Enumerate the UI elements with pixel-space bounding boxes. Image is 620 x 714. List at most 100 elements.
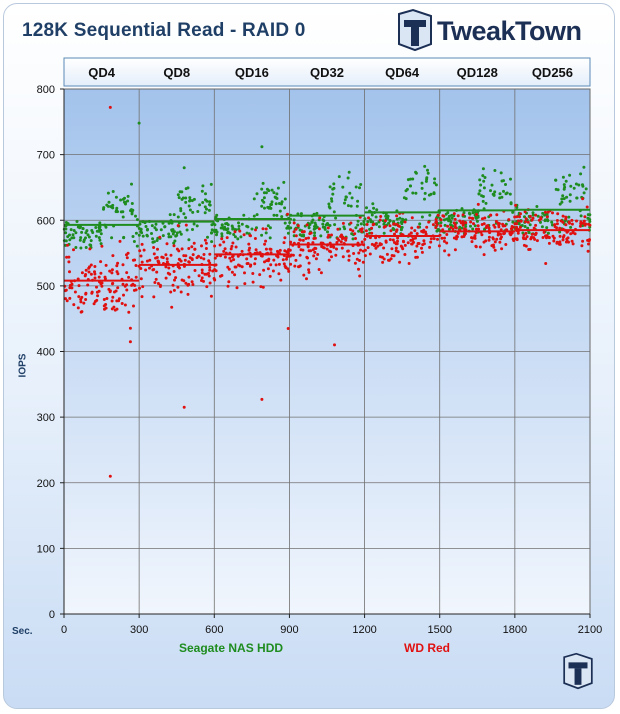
seagate-point	[151, 240, 155, 244]
wd-red-point	[125, 253, 128, 257]
seagate-point	[145, 233, 149, 237]
seagate-point	[134, 214, 137, 218]
wd-red-point	[317, 268, 321, 271]
seagate-point	[579, 172, 583, 176]
wd-red-point	[167, 266, 171, 270]
wd-red-point	[440, 236, 444, 240]
wd-red-point	[534, 213, 538, 217]
wd-red-point	[243, 271, 246, 275]
wd-red-point	[307, 249, 311, 253]
seagate-point	[536, 214, 540, 218]
wd-red-point	[113, 290, 116, 294]
wd-red-point	[464, 228, 468, 232]
wd-red-point	[116, 261, 120, 265]
seagate-point	[520, 224, 524, 227]
wd-red-point	[529, 237, 533, 241]
wd-red-point	[226, 284, 230, 288]
wd-red-point	[248, 246, 252, 250]
wd-red-point	[153, 281, 157, 284]
seagate-point	[201, 201, 205, 204]
seagate-point	[523, 225, 527, 228]
wd-red-point	[138, 249, 142, 253]
seagate-point	[447, 219, 451, 223]
wd-red-point	[68, 286, 72, 290]
seagate-point	[99, 232, 103, 236]
seagate-point	[562, 197, 566, 201]
seagate-point	[442, 218, 446, 222]
wd-red-point	[519, 212, 522, 216]
wd-red-point	[409, 231, 413, 235]
wd-red-point	[314, 247, 318, 250]
tweaktown-logo: TweakTown	[395, 8, 605, 56]
seagate-point	[177, 196, 181, 200]
seagate-point	[460, 207, 464, 211]
wd-red-point	[130, 283, 134, 287]
wd-red-point	[158, 285, 162, 288]
wd-red-point	[484, 226, 488, 230]
wd-red-point	[398, 260, 402, 264]
seagate-point	[88, 243, 92, 247]
wd-red-point	[73, 290, 77, 294]
seagate-point	[469, 224, 472, 228]
wd-red-point	[507, 218, 511, 222]
wd-red-point	[298, 253, 302, 257]
wd-red-point	[291, 253, 295, 257]
wd-red-point	[492, 245, 496, 249]
wd-red-point	[395, 223, 399, 226]
wd-red-point	[524, 244, 528, 248]
seagate-point	[261, 181, 265, 185]
seagate-point	[188, 208, 192, 212]
seagate-point	[330, 199, 334, 203]
wd-red-point	[494, 220, 498, 223]
wd-red-point	[445, 233, 449, 236]
wd-red-point	[401, 247, 405, 251]
wd-red-point	[483, 216, 487, 220]
seagate-point	[493, 190, 497, 194]
seagate-point	[130, 212, 134, 216]
seagate-point	[236, 237, 240, 241]
seagate-point	[201, 184, 205, 188]
wd-red-point	[294, 227, 298, 231]
wd-red-point	[77, 295, 81, 299]
wd-red-point	[370, 226, 374, 230]
wd-red-point	[191, 283, 195, 286]
seagate-point	[237, 221, 240, 225]
seagate-point	[443, 223, 447, 227]
seagate-point	[577, 183, 581, 187]
wd-red-point	[89, 272, 93, 276]
wd-red-point	[586, 249, 590, 253]
wd-red-point	[141, 285, 145, 289]
wd-red-point	[393, 232, 396, 236]
seagate-point	[425, 176, 429, 180]
wd-red-point	[384, 240, 388, 244]
seagate-point	[180, 190, 184, 194]
seagate-point	[207, 208, 211, 212]
wd-red-point	[552, 236, 556, 240]
wd-red-point	[471, 217, 475, 220]
seagate-point	[560, 200, 564, 204]
wd-red-point	[564, 217, 568, 221]
seagate-point	[327, 202, 331, 206]
wd-red-point	[294, 234, 298, 238]
seagate-point	[265, 187, 269, 191]
wd-red-point	[111, 282, 114, 286]
wd-red-point	[380, 255, 384, 259]
seagate-point	[94, 226, 98, 229]
wd-red-point	[357, 251, 361, 255]
wd-red-point	[170, 305, 174, 309]
wd-red-point	[421, 243, 425, 247]
wd-red-point	[292, 230, 296, 234]
wd-red-point	[515, 237, 519, 241]
wd-red-point	[429, 237, 433, 241]
wd-red-point	[93, 270, 96, 274]
wd-red-point	[125, 288, 129, 292]
wd-red-point	[297, 265, 300, 269]
seagate-point	[508, 192, 512, 196]
wd-red-point	[471, 236, 475, 240]
seagate-point	[289, 217, 292, 221]
seagate-point	[130, 202, 134, 205]
wd-red-point	[248, 234, 252, 237]
y-tick-label: 0	[49, 609, 55, 621]
seagate-point	[331, 192, 335, 196]
y-tick-label: 300	[37, 412, 55, 424]
